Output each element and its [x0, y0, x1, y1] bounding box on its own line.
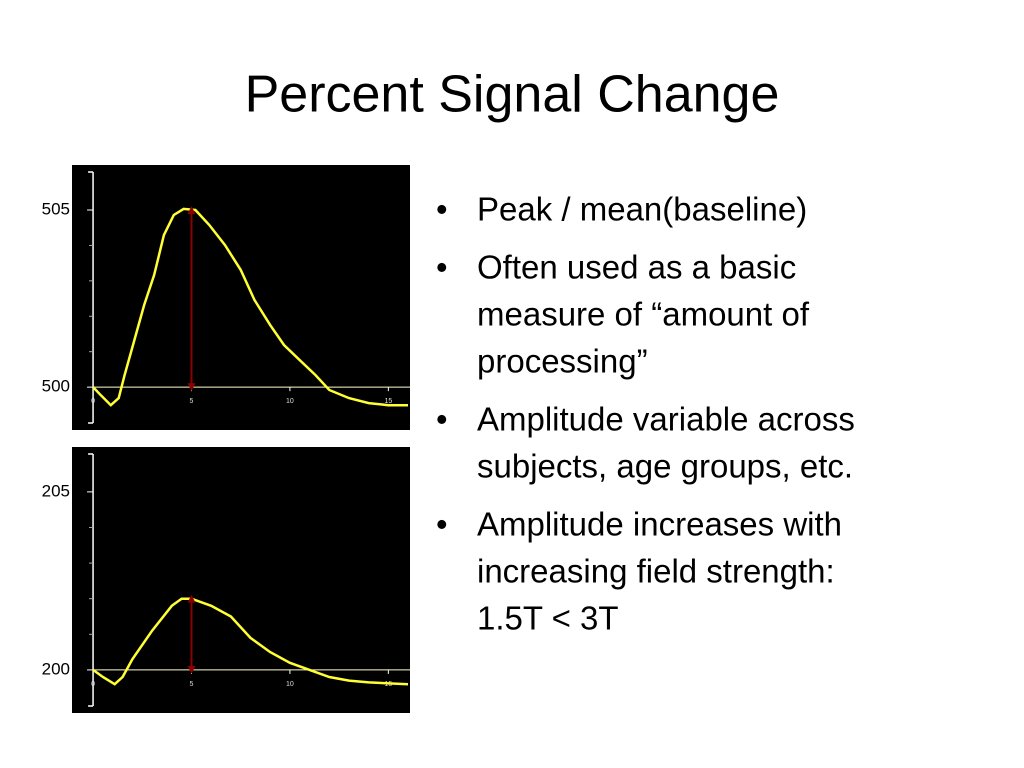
y-tick-label: 205: [42, 481, 70, 500]
bullet-dot: •: [436, 401, 448, 438]
y-tick-label: 505: [42, 199, 70, 218]
x-tick-label: 5: [190, 681, 194, 688]
x-tick-label: 5: [190, 398, 194, 405]
bullet-dot: •: [436, 249, 448, 286]
x-tick-label: 10: [286, 681, 294, 688]
bullet-text: subjects, age groups, etc.: [477, 448, 853, 485]
bullet-text: increasing field strength:: [477, 553, 835, 590]
bullet-dot: •: [436, 191, 448, 228]
plot-background: [72, 165, 410, 430]
bullet-text: measure of “amount of: [477, 296, 810, 333]
y-tick-label: 200: [42, 659, 70, 678]
signal-line: [92, 207, 408, 407]
bullet-text: Often used as a basic: [477, 249, 796, 286]
bullet-text: Amplitude increases with: [477, 506, 842, 543]
slide-title: Percent Signal Change: [245, 66, 780, 124]
x-tick-label: 10: [286, 398, 294, 405]
x-tick-label: 0: [91, 398, 95, 405]
x-tick-label: 15: [384, 398, 392, 405]
bullet-text: Peak / mean(baseline): [477, 191, 807, 228]
signal-line: [92, 597, 409, 686]
bullet-text: processing”: [477, 343, 648, 380]
bullet-text: 1.5T < 3T: [477, 600, 619, 637]
bullet-dot: •: [436, 506, 448, 543]
plot-background: [72, 447, 410, 713]
x-tick-label: 0: [91, 681, 95, 688]
y-tick-label: 500: [42, 377, 70, 396]
bullet-text: Amplitude variable across: [477, 401, 855, 438]
